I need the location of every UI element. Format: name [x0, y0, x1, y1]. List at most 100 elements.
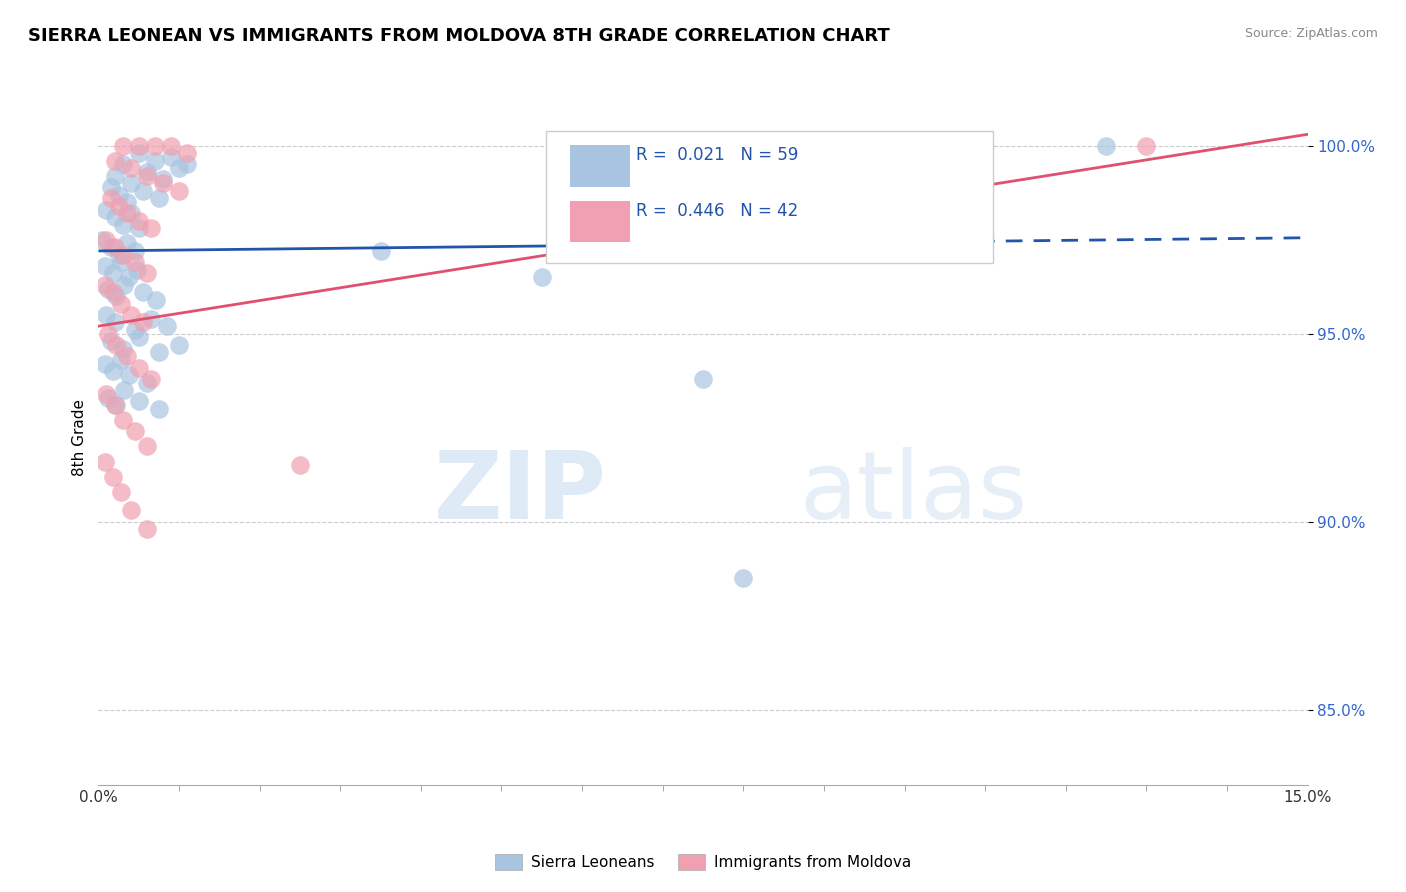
Point — [167, 338, 190, 352]
Point — [132, 184, 155, 198]
Point — [135, 440, 157, 454]
Point — [156, 319, 179, 334]
Point — [94, 357, 117, 371]
Point — [97, 391, 120, 405]
Text: ZIP: ZIP — [433, 447, 606, 539]
Point — [692, 372, 714, 386]
Point — [96, 308, 118, 322]
Point — [110, 484, 132, 499]
Point — [1095, 138, 1118, 153]
Point — [97, 281, 120, 295]
Point — [148, 401, 170, 416]
Point — [101, 364, 124, 378]
Point — [115, 236, 138, 251]
Point — [124, 255, 146, 269]
Point — [135, 522, 157, 536]
Point — [135, 267, 157, 281]
Point — [139, 311, 162, 326]
Point — [107, 248, 129, 262]
Point — [101, 285, 124, 300]
Point — [128, 394, 150, 409]
Point — [100, 334, 122, 348]
Text: atlas: atlas — [800, 447, 1028, 539]
Point — [135, 169, 157, 183]
Point — [288, 458, 311, 473]
Point — [120, 503, 142, 517]
Point — [128, 146, 150, 161]
Point — [143, 138, 166, 153]
Point — [132, 285, 155, 300]
Point — [135, 376, 157, 390]
Point — [112, 383, 135, 397]
Point — [128, 360, 150, 375]
Point — [128, 214, 150, 228]
Point — [96, 233, 118, 247]
Point — [103, 153, 125, 168]
Point — [111, 157, 134, 171]
Y-axis label: 8th Grade: 8th Grade — [72, 399, 87, 475]
Point — [105, 289, 128, 303]
Point — [94, 259, 117, 273]
Point — [115, 349, 138, 363]
Point — [120, 206, 142, 220]
Point — [127, 262, 149, 277]
Point — [176, 146, 198, 161]
Point — [110, 296, 132, 310]
Point — [103, 240, 125, 254]
Point — [124, 244, 146, 258]
Point — [97, 326, 120, 341]
Point — [152, 176, 174, 190]
Point — [101, 469, 124, 483]
Point — [118, 270, 141, 285]
Point — [1135, 138, 1157, 153]
Point — [96, 387, 118, 401]
FancyBboxPatch shape — [569, 145, 630, 186]
Point — [115, 206, 138, 220]
Point — [167, 161, 190, 176]
Text: SIERRA LEONEAN VS IMMIGRANTS FROM MOLDOVA 8TH GRADE CORRELATION CHART: SIERRA LEONEAN VS IMMIGRANTS FROM MOLDOV… — [28, 27, 890, 45]
FancyBboxPatch shape — [569, 201, 630, 243]
Point — [370, 244, 392, 258]
Point — [96, 202, 118, 217]
Point — [105, 338, 128, 352]
Point — [143, 153, 166, 168]
Legend: Sierra Leoneans, Immigrants from Moldova: Sierra Leoneans, Immigrants from Moldova — [488, 848, 918, 877]
Point — [115, 194, 138, 209]
Point — [128, 330, 150, 344]
Point — [120, 308, 142, 322]
Point — [124, 425, 146, 439]
Point — [110, 255, 132, 269]
Point — [111, 413, 134, 427]
Point — [145, 293, 167, 307]
Point — [111, 138, 134, 153]
Point — [100, 240, 122, 254]
Point — [120, 176, 142, 190]
FancyBboxPatch shape — [546, 131, 993, 263]
Point — [160, 138, 183, 153]
Point — [139, 372, 162, 386]
Point — [128, 221, 150, 235]
Point — [103, 398, 125, 412]
Point — [103, 315, 125, 329]
Text: Source: ZipAtlas.com: Source: ZipAtlas.com — [1244, 27, 1378, 40]
Point — [160, 150, 183, 164]
Point — [118, 368, 141, 382]
Point — [100, 180, 122, 194]
Point — [530, 270, 553, 285]
Point — [107, 187, 129, 202]
Point — [128, 138, 150, 153]
Point — [105, 398, 128, 412]
Point — [111, 248, 134, 262]
Text: R =  0.021   N = 59: R = 0.021 N = 59 — [637, 146, 799, 164]
Point — [103, 169, 125, 183]
Point — [91, 233, 114, 247]
Point — [110, 353, 132, 368]
Point — [107, 199, 129, 213]
Point — [176, 157, 198, 171]
Point — [132, 315, 155, 329]
Point — [135, 165, 157, 179]
Point — [94, 277, 117, 292]
Point — [100, 191, 122, 205]
Point — [148, 345, 170, 359]
Point — [112, 277, 135, 292]
